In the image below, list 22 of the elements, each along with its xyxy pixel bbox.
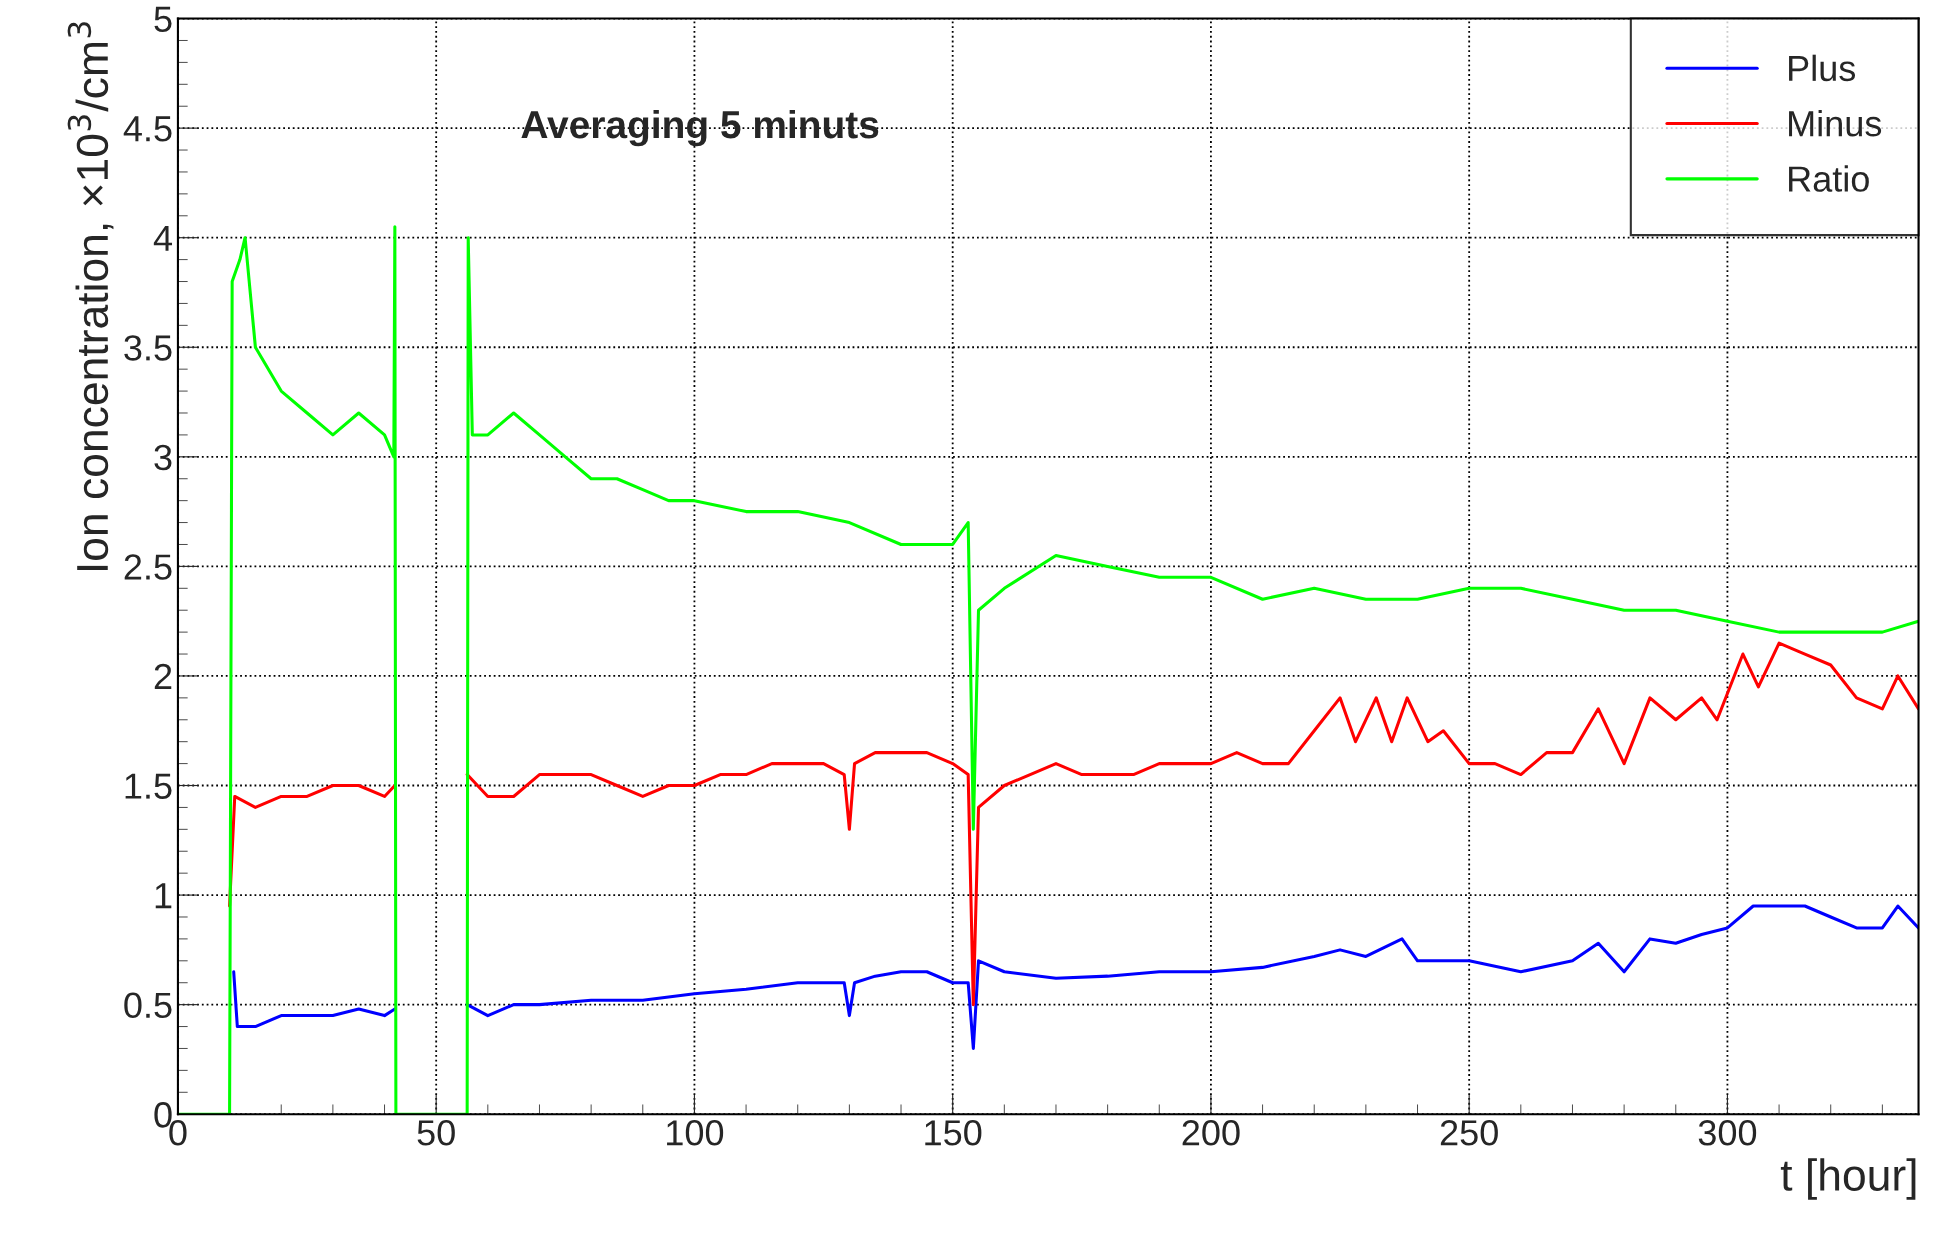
y-axis-title: Ion concentration, ×10$^{3}$/cm$^{3}$ [67,22,114,571]
y-tick-label: 5 [154,6,172,33]
y-tick-label: 3 [154,444,172,471]
y-tick-label: 2 [154,663,172,690]
x-axis-title: t [hour] [1780,1158,1916,1200]
x-tick-label: 100 [667,1120,724,1146]
y-tick-label: 2.5 [124,554,172,580]
legend-label: Minus [1789,110,1882,137]
legend-label: Plus [1789,54,1856,82]
x-tick-label: 300 [1698,1120,1757,1146]
y-tick-label: 4.5 [123,116,172,142]
text: Averaging 5 minuts [521,109,879,147]
x-tick-label: 50 [417,1120,455,1146]
y-tick-label: 1 [155,883,172,909]
x-tick-label: 250 [1440,1120,1498,1146]
y-tick-label: 1.5 [125,773,172,799]
y-tick-label: 3.5 [124,335,172,361]
y-tick-label: 0.5 [124,992,172,1019]
x-tick-label: 200 [1182,1120,1240,1146]
y-tick-label: 4 [153,225,173,251]
x-tick-label: 150 [925,1120,982,1146]
legend-label: Ratio [1789,165,1869,192]
